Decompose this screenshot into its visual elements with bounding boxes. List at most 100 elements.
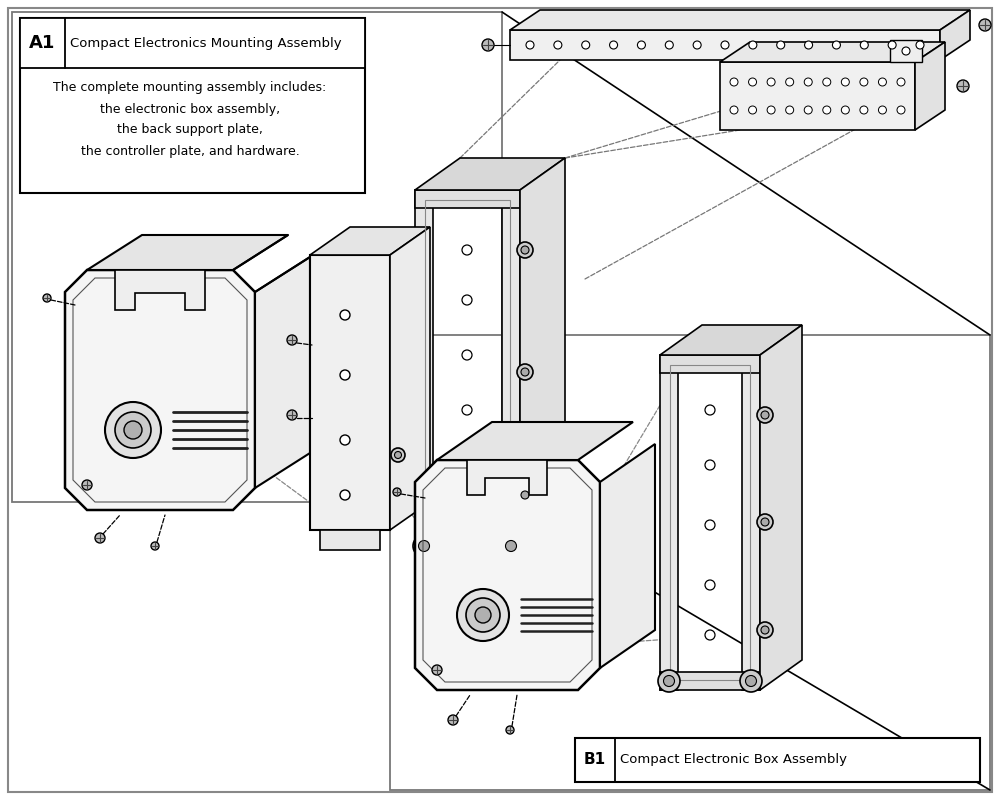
Circle shape	[637, 41, 645, 49]
Polygon shape	[520, 158, 565, 555]
Text: A1: A1	[29, 34, 55, 52]
Circle shape	[746, 675, 757, 686]
Polygon shape	[467, 460, 547, 495]
Circle shape	[705, 460, 715, 470]
Bar	[12, 12, 502, 502]
Circle shape	[521, 246, 529, 254]
Circle shape	[554, 41, 562, 49]
Circle shape	[823, 78, 831, 86]
Circle shape	[582, 41, 590, 49]
Circle shape	[517, 364, 533, 380]
Circle shape	[761, 626, 769, 634]
Circle shape	[957, 80, 969, 92]
Bar	[510, 30, 940, 60]
Polygon shape	[415, 460, 600, 690]
Circle shape	[902, 47, 910, 55]
Text: the electronic box assembly,: the electronic box assembly,	[100, 103, 280, 117]
Circle shape	[151, 542, 159, 550]
Polygon shape	[437, 422, 633, 460]
Bar	[390, 335, 990, 790]
Circle shape	[761, 518, 769, 526]
Circle shape	[749, 78, 757, 86]
Polygon shape	[390, 227, 430, 530]
Polygon shape	[255, 257, 310, 488]
Circle shape	[500, 535, 522, 557]
Circle shape	[705, 405, 715, 415]
Circle shape	[462, 405, 472, 415]
Circle shape	[462, 460, 472, 470]
Circle shape	[462, 295, 472, 305]
Circle shape	[391, 448, 405, 462]
Text: Compact Electronics Mounting Assembly: Compact Electronics Mounting Assembly	[70, 37, 342, 50]
Text: the controller plate, and hardware.: the controller plate, and hardware.	[81, 146, 299, 158]
Circle shape	[757, 407, 773, 423]
Circle shape	[115, 412, 151, 448]
Circle shape	[730, 106, 738, 114]
Polygon shape	[760, 325, 802, 690]
Circle shape	[823, 106, 831, 114]
Circle shape	[705, 520, 715, 530]
Circle shape	[777, 41, 785, 49]
Bar	[20, 18, 365, 193]
Circle shape	[805, 41, 813, 49]
Bar	[890, 40, 922, 62]
Circle shape	[878, 78, 886, 86]
Polygon shape	[510, 10, 970, 30]
Circle shape	[860, 41, 868, 49]
Polygon shape	[415, 537, 520, 555]
Circle shape	[897, 106, 905, 114]
Circle shape	[95, 533, 105, 543]
Circle shape	[517, 242, 533, 258]
Circle shape	[888, 41, 896, 49]
Polygon shape	[65, 270, 255, 510]
Circle shape	[432, 665, 442, 675]
Circle shape	[804, 78, 812, 86]
Polygon shape	[742, 355, 760, 690]
Circle shape	[475, 607, 491, 623]
Circle shape	[466, 598, 500, 632]
Circle shape	[916, 41, 924, 49]
Circle shape	[841, 78, 849, 86]
Polygon shape	[915, 42, 945, 130]
Polygon shape	[415, 158, 565, 190]
Circle shape	[340, 310, 350, 320]
Polygon shape	[415, 190, 520, 208]
Circle shape	[287, 410, 297, 420]
Polygon shape	[320, 530, 380, 550]
Bar	[575, 738, 980, 782]
Text: Compact Electronic Box Assembly: Compact Electronic Box Assembly	[620, 754, 847, 766]
Circle shape	[749, 41, 757, 49]
Circle shape	[462, 510, 472, 520]
Circle shape	[105, 402, 161, 458]
Circle shape	[767, 106, 775, 114]
Circle shape	[340, 490, 350, 500]
Polygon shape	[115, 270, 205, 310]
Circle shape	[860, 106, 868, 114]
Circle shape	[705, 630, 715, 640]
Polygon shape	[600, 444, 655, 668]
Circle shape	[521, 491, 529, 499]
Polygon shape	[660, 355, 760, 373]
Circle shape	[897, 78, 905, 86]
Circle shape	[665, 41, 673, 49]
Bar	[20, 18, 365, 68]
Circle shape	[705, 580, 715, 590]
Circle shape	[664, 675, 674, 686]
Polygon shape	[660, 672, 760, 690]
Circle shape	[457, 589, 509, 641]
Circle shape	[393, 488, 401, 496]
Text: the back support plate,: the back support plate,	[117, 123, 263, 137]
Text: B1: B1	[584, 753, 606, 767]
Circle shape	[804, 106, 812, 114]
Circle shape	[462, 350, 472, 360]
Circle shape	[721, 41, 729, 49]
Circle shape	[767, 78, 775, 86]
Circle shape	[786, 78, 794, 86]
Circle shape	[340, 435, 350, 445]
Circle shape	[82, 480, 92, 490]
Circle shape	[43, 294, 51, 302]
Circle shape	[757, 622, 773, 638]
Circle shape	[610, 41, 618, 49]
Circle shape	[413, 535, 435, 557]
Circle shape	[506, 541, 516, 551]
